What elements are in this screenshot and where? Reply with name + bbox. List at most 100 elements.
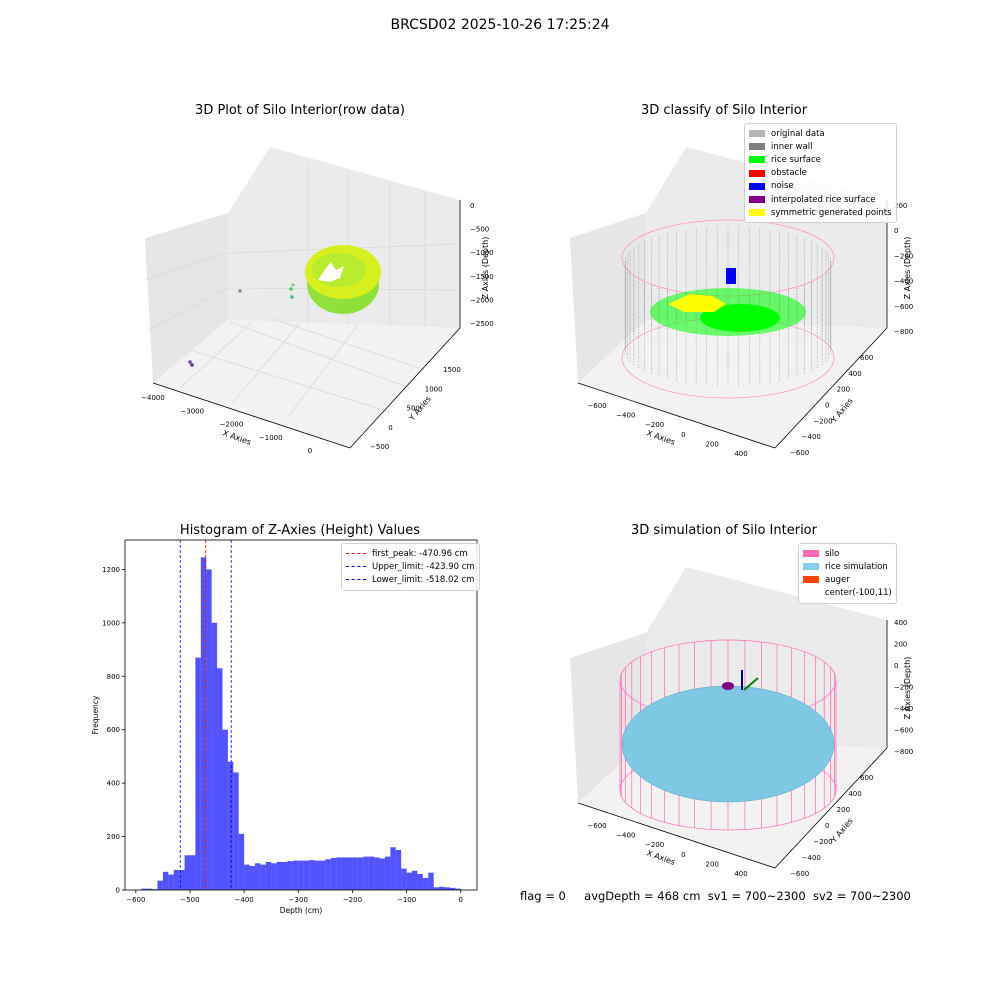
histogram-legend: first_peak: -470.96 cm Upper_limit: -423.… — [341, 543, 480, 591]
x-tick-label: 400 — [734, 450, 747, 458]
legend-swatch — [346, 553, 366, 555]
raw-outlier-point — [290, 295, 294, 299]
y-tick-label: −200 — [813, 838, 832, 846]
y-tick-label: −400 — [802, 433, 821, 441]
z-axis-label: Z Axies (Depth) — [481, 237, 490, 300]
histogram-bar — [384, 856, 391, 890]
y-tick-label: −600 — [790, 870, 809, 878]
histogram-bar — [412, 870, 418, 890]
histogram-bar — [254, 863, 261, 890]
legend-entry: Lower_limit: -518.02 cm — [346, 573, 475, 586]
histogram-bar — [428, 872, 434, 890]
legend-label: first_peak: -470.96 cm — [372, 548, 468, 559]
histogram-bar — [379, 858, 385, 890]
z-tick-label: −800 — [894, 328, 913, 336]
histogram-frame — [124, 539, 478, 891]
z-axis-label: Z Axies (Depth) — [903, 657, 912, 720]
histogram-bar — [439, 886, 445, 890]
legend-entry: symmetric generated points — [749, 206, 892, 219]
z-tick-label: −1500 — [470, 273, 494, 281]
simulation-center-marker — [722, 682, 734, 690]
histogram-bar — [206, 569, 212, 890]
z-tick-label: −600 — [894, 727, 913, 735]
legend-label: obstacle — [771, 168, 807, 179]
histogram-bar — [179, 869, 185, 890]
z-tick-label: −2500 — [470, 320, 494, 328]
histogram-axes: −600 −500 −400 −300 −200 −100 0 0 200 400 600 800 10… — [91, 539, 478, 915]
simulation-rice-mesh — [621, 685, 835, 803]
avg-depth-text: avgDepth = 468 cm — [584, 889, 701, 903]
legend-swatch — [749, 156, 765, 164]
z-tick-label: 200 — [894, 641, 907, 649]
x-tick-label: 200 — [706, 440, 719, 448]
legend-entry: first_peak: -470.96 cm — [346, 547, 475, 560]
histogram-xtick-label: −100 — [397, 896, 416, 904]
legend-label: interpolated rice surface — [771, 194, 876, 205]
histogram-bar — [303, 860, 310, 890]
histogram-xtick-label: −400 — [235, 896, 254, 904]
histogram-bar — [211, 622, 218, 890]
histogram-bar — [195, 657, 201, 890]
histogram-xlabel: Depth (cm) — [280, 906, 323, 915]
histogram-xtick-label: 0 — [459, 896, 463, 904]
raw-plot-title: 3D Plot of Silo Interior(row data) — [195, 103, 405, 118]
z-tick-label: 0 — [894, 227, 898, 235]
histogram-bar — [298, 860, 304, 890]
classify-symmetric-points — [668, 294, 726, 312]
histogram-bar — [347, 857, 353, 890]
x-tick-label: −400 — [616, 412, 635, 420]
legend-entry: center(-100,11) — [803, 587, 892, 600]
y-tick-label: 1500 — [443, 366, 461, 374]
z-tick-label: 400 — [894, 619, 907, 627]
y-tick-label: 0 — [825, 402, 829, 410]
legend-label: Lower_limit: -518.02 cm — [372, 574, 475, 585]
histogram-ytick-label: 600 — [107, 726, 120, 734]
z-tick-label: −400 — [894, 278, 913, 286]
legend-swatch — [749, 143, 765, 151]
raw-floor-pane — [153, 320, 460, 448]
z-tick-label: −500 — [470, 226, 489, 234]
histogram-bar — [276, 861, 283, 890]
x-tick-label: 400 — [734, 870, 747, 878]
legend-label: silo — [825, 548, 840, 559]
classify-noise-cluster — [726, 268, 736, 284]
y-tick-label: 400 — [848, 370, 861, 378]
histogram-ytick-label: 200 — [107, 833, 120, 841]
histogram-ytick-label: 1000 — [102, 619, 120, 627]
raw-outlier-point — [289, 287, 293, 291]
legend-swatch — [749, 169, 765, 177]
histogram-bar — [260, 864, 266, 890]
raw-back-pane — [228, 147, 460, 328]
histogram-bar — [141, 888, 147, 890]
classify-plot-title: 3D classify of Silo Interior — [640, 103, 808, 118]
histogram-xtick-label: −300 — [289, 896, 308, 904]
legend-swatch — [749, 209, 765, 217]
histogram-bar — [244, 864, 250, 890]
raw-3d-axes — [144, 147, 461, 449]
histogram-bar — [157, 880, 163, 890]
classify-floor-pane — [578, 320, 887, 448]
z-tick-label: −400 — [894, 705, 913, 713]
status-footer: flag = 0 avgDepth = 468 cm sv1 = 700~230… — [520, 889, 911, 903]
x-tick-label: −600 — [587, 822, 606, 830]
x-tick-label: −1000 — [259, 434, 283, 442]
histogram-bar — [287, 861, 293, 890]
legend-swatch — [803, 550, 819, 558]
z-tick-label: 200 — [894, 202, 907, 210]
legend-label: original data — [771, 128, 825, 139]
histogram-ytick-label: 800 — [107, 673, 120, 681]
histogram-bar — [455, 888, 461, 890]
legend-swatch — [749, 182, 765, 190]
y-tick-label: 200 — [837, 386, 850, 394]
y-axis-label: Y Axies — [829, 816, 855, 845]
legend-label: noise — [771, 181, 794, 192]
legend-label: rice surface — [771, 154, 821, 165]
histogram-bar — [325, 859, 331, 890]
x-tick-label: 0 — [681, 851, 685, 859]
x-tick-label: 200 — [706, 860, 719, 868]
legend-label: rice simulation — [825, 561, 888, 572]
y-tick-label: −600 — [790, 449, 809, 457]
x-tick-label: −4000 — [141, 394, 165, 402]
simulation-legend: silo rice simulation auger center(-100,11) — [798, 543, 897, 604]
x-tick-label: 0 — [308, 447, 312, 455]
